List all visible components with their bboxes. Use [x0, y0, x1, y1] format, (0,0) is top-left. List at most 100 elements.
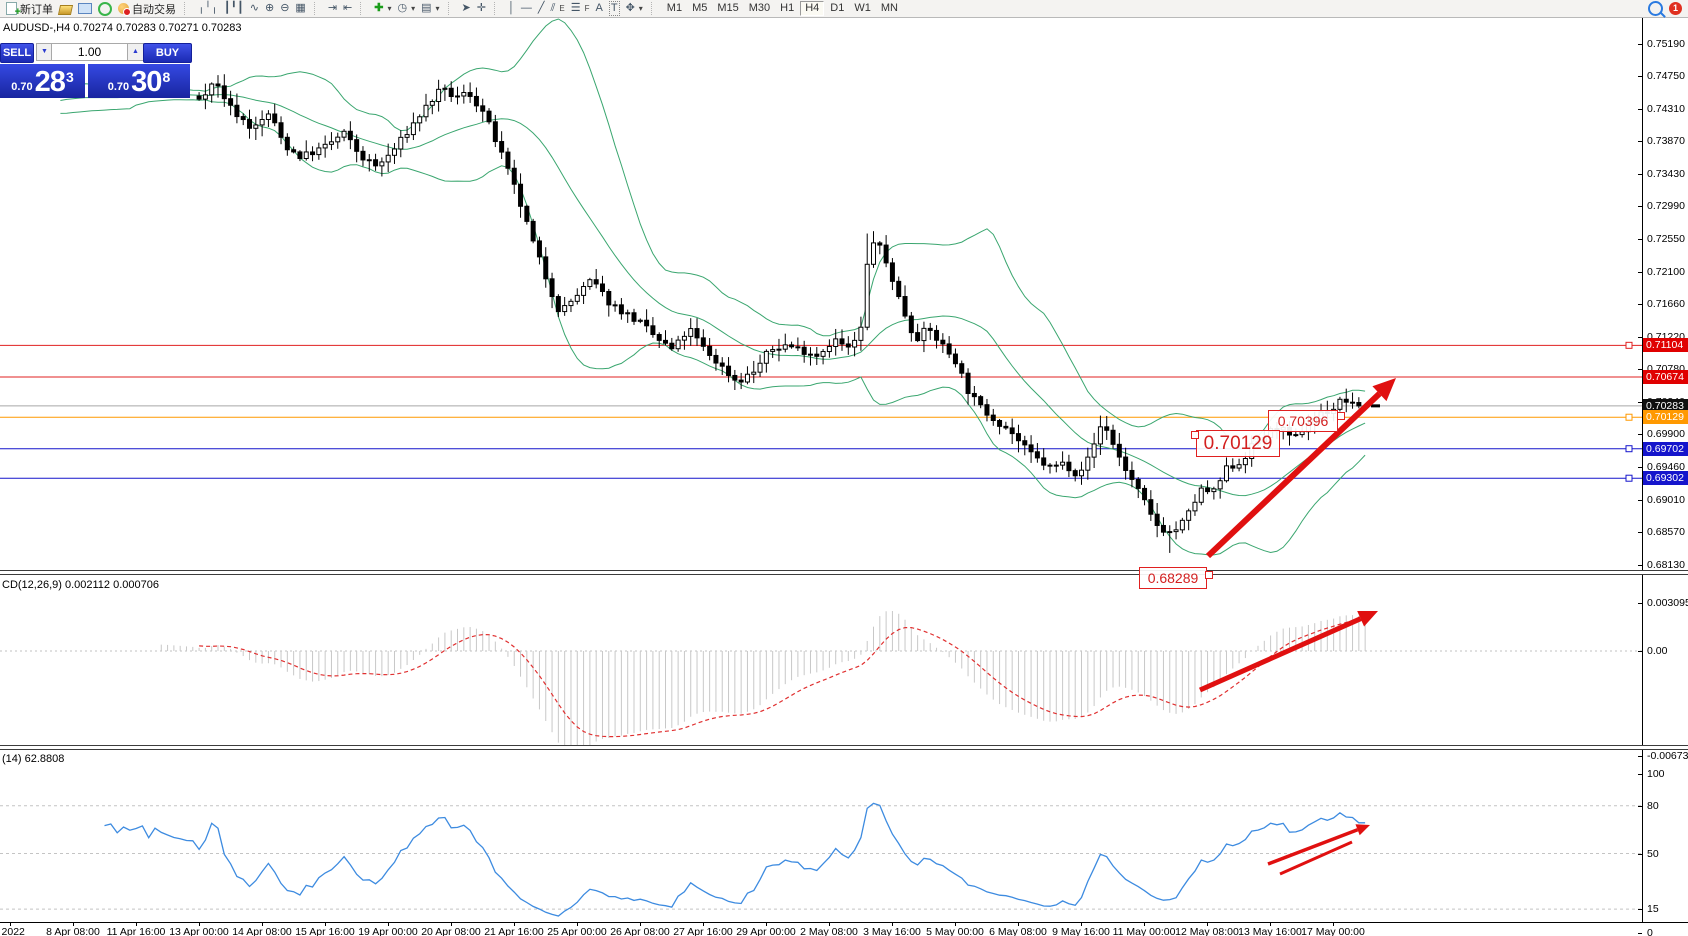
zoom-in-button[interactable]: ⊕ — [262, 1, 277, 16]
level-line-handle[interactable] — [1625, 341, 1633, 349]
bollinger-lower-band[interactable] — [60, 99, 1366, 556]
shapes-tool-button[interactable]: ✥ ▾ — [623, 1, 646, 16]
macd-pane-splitter[interactable] — [0, 570, 1688, 575]
uptrend-arrow-main[interactable] — [1205, 391, 1382, 559]
uptrend-arrow-macd-head[interactable] — [1357, 610, 1378, 627]
rsi-pane-canvas[interactable] — [0, 749, 1642, 922]
swing-low-price-label[interactable]: 0.68289 — [1139, 567, 1207, 589]
volume-decrease-button[interactable]: ▼ — [36, 43, 53, 61]
bollinger-middle-band[interactable] — [60, 93, 1366, 497]
new-order-button[interactable]: 新订单 — [3, 1, 56, 18]
buy-price-big: 30 — [131, 66, 162, 98]
level-line-handle[interactable] — [1625, 445, 1633, 453]
timeframe-button-m1[interactable]: M1 — [666, 2, 683, 14]
timeframe-button-w1[interactable]: W1 — [854, 2, 871, 14]
candle-body — [1154, 513, 1160, 526]
candlestick-button[interactable]: ┃╹┃ — [221, 1, 247, 16]
macd-axis-tick — [1638, 602, 1642, 604]
price-axis-label: 0.74310 — [1647, 102, 1685, 115]
time-axis-label: 13 Apr 00:00 — [169, 926, 229, 936]
uptrend-arrow-rsi-head[interactable] — [1355, 824, 1370, 836]
vline-tool-button[interactable]: │ — [505, 1, 518, 16]
candle-body — [543, 256, 549, 280]
market-watch-button[interactable] — [56, 1, 75, 16]
channel-tool-button[interactable]: ⫽ E — [547, 1, 567, 16]
candle-body — [196, 95, 202, 100]
candle-body — [1047, 464, 1053, 467]
timeframe-button-mn[interactable]: MN — [880, 2, 898, 14]
price-axis-tick — [1638, 76, 1642, 78]
search-icon[interactable] — [1648, 1, 1663, 16]
buy-price-display[interactable]: 0.70 30 8 — [88, 64, 190, 98]
new-order-label: 新订单 — [20, 3, 53, 16]
candle-body — [417, 116, 423, 124]
uptrend-arrow-rsi[interactable] — [1267, 828, 1359, 866]
uptrend-arrow-rsi-2[interactable] — [1279, 840, 1353, 876]
bar-chart-button[interactable]: ╷╵╷ — [195, 1, 221, 16]
line-chart-button[interactable]: ∿ — [247, 1, 262, 16]
entry-price-label-handle[interactable] — [1191, 431, 1199, 439]
hline-tool-button[interactable]: — — [518, 1, 535, 16]
sell-button[interactable]: SELL — [0, 43, 34, 63]
fibonacci-tool-button[interactable]: ☰ F — [568, 1, 593, 16]
rsi-pane-splitter[interactable] — [0, 745, 1688, 750]
buy-button[interactable]: BUY — [143, 43, 192, 63]
candle-body — [1192, 501, 1198, 512]
text-tool-button[interactable]: A — [592, 1, 605, 16]
periods-button[interactable]: ◷ ▾ — [394, 1, 418, 16]
templates-button[interactable]: ▤ ▾ — [418, 1, 442, 16]
cursor-tool-button[interactable]: ➤ — [459, 1, 474, 16]
candle-body — [448, 87, 454, 98]
candle-body — [1053, 464, 1059, 467]
macd-signal-line[interactable] — [199, 618, 1366, 738]
notification-icon[interactable]: 1 — [1669, 2, 1682, 15]
volume-input[interactable]: 1.00 — [51, 43, 128, 61]
rsi-line[interactable] — [104, 802, 1366, 917]
macd-axis-tick — [1638, 755, 1642, 757]
toolbar: 新订单 自动交易 ╷╵╷ ┃╹┃ ∿ ⊕ ⊖ ▦ ⇥ ⇤ ✚▾ ◷▾ — [0, 0, 1688, 18]
candle-body — [997, 420, 1003, 427]
terminal-button[interactable] — [75, 1, 95, 16]
candle-body — [574, 294, 580, 302]
auto-scroll-button[interactable]: ⇥ — [325, 1, 340, 16]
candle-body — [978, 396, 984, 406]
indicators-button[interactable]: ✚ ▾ — [371, 1, 394, 16]
candle-body — [656, 334, 662, 341]
bollinger-upper-band[interactable] — [60, 18, 1366, 449]
resistance-price-label[interactable]: 0.70396 — [1268, 410, 1338, 432]
volume-increase-button[interactable]: ▲ — [127, 43, 144, 61]
crosshair-tool-button[interactable]: ✛ — [474, 1, 489, 16]
candle-body — [467, 92, 473, 97]
zoom-out-button[interactable]: ⊖ — [277, 1, 292, 16]
main-chart-canvas[interactable] — [0, 18, 1642, 570]
timeframe-button-h4[interactable]: H4 — [800, 1, 825, 16]
line-chart-icon: ∿ — [249, 2, 259, 14]
candle-body — [681, 335, 687, 341]
candle-body — [1211, 488, 1217, 493]
level-line-handle[interactable] — [1625, 413, 1633, 421]
uptrend-arrow-main-head[interactable] — [1372, 378, 1396, 402]
sell-price-display[interactable]: 0.70 28 3 — [0, 64, 85, 98]
label-tool-button[interactable]: T — [606, 1, 623, 16]
chart-shift-button[interactable]: ⇤ — [340, 1, 355, 16]
timeframe-button-m15[interactable]: M15 — [717, 2, 739, 14]
uptrend-arrow-macd[interactable] — [1198, 616, 1362, 693]
signals-button[interactable] — [95, 1, 115, 16]
macd-pane-canvas[interactable] — [0, 575, 1642, 746]
timeframe-button-d1[interactable]: D1 — [830, 2, 845, 14]
toolbar-separator — [313, 2, 320, 15]
timeframe-button-m30[interactable]: M30 — [748, 2, 771, 14]
time-axis-label: 13 May 16:00 — [1238, 926, 1302, 936]
entry-price-label[interactable]: 0.70129 — [1196, 430, 1280, 457]
level-line-handle[interactable] — [1625, 474, 1633, 482]
swing-low-price-label-handle[interactable] — [1205, 571, 1213, 579]
price-axis-tick — [1638, 44, 1642, 45]
autotrading-button[interactable]: 自动交易 — [115, 1, 179, 16]
trendline-tool-button[interactable]: ╱ — [535, 1, 548, 16]
tile-windows-button[interactable]: ▦ — [292, 1, 308, 16]
timeframe-button-m5[interactable]: M5 — [692, 2, 708, 14]
timeframe-button-h1[interactable]: H1 — [780, 2, 795, 14]
resistance-price-label-handle[interactable] — [1337, 412, 1345, 420]
candle-body — [776, 348, 782, 351]
